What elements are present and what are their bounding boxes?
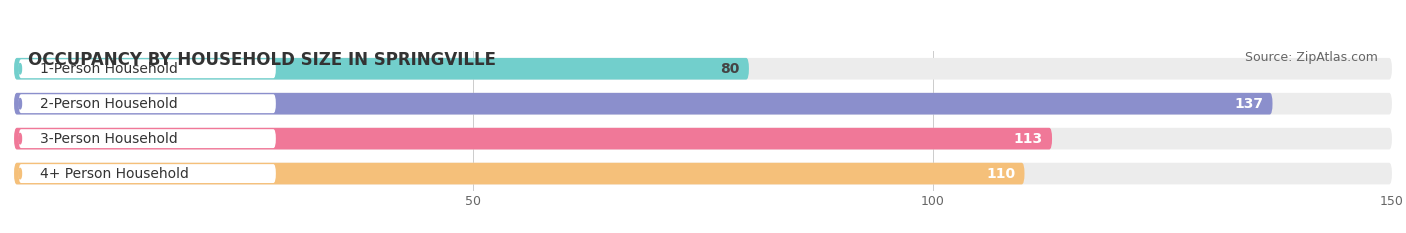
Text: OCCUPANCY BY HOUSEHOLD SIZE IN SPRINGVILLE: OCCUPANCY BY HOUSEHOLD SIZE IN SPRINGVIL… xyxy=(28,51,496,69)
FancyBboxPatch shape xyxy=(18,164,276,183)
Text: 2-Person Household: 2-Person Household xyxy=(41,97,179,111)
FancyBboxPatch shape xyxy=(14,163,1025,185)
Circle shape xyxy=(18,134,21,144)
Circle shape xyxy=(18,64,21,74)
FancyBboxPatch shape xyxy=(14,58,1392,80)
FancyBboxPatch shape xyxy=(14,128,1052,150)
FancyBboxPatch shape xyxy=(14,93,1272,115)
Text: 80: 80 xyxy=(720,62,740,76)
Text: 137: 137 xyxy=(1234,97,1264,111)
FancyBboxPatch shape xyxy=(18,129,276,148)
Text: 113: 113 xyxy=(1014,132,1043,146)
Text: 3-Person Household: 3-Person Household xyxy=(41,132,179,146)
FancyBboxPatch shape xyxy=(14,163,1392,185)
Text: 110: 110 xyxy=(986,167,1015,181)
FancyBboxPatch shape xyxy=(18,59,276,78)
FancyBboxPatch shape xyxy=(14,93,1392,115)
Circle shape xyxy=(18,168,21,179)
Text: 4+ Person Household: 4+ Person Household xyxy=(41,167,190,181)
FancyBboxPatch shape xyxy=(14,58,749,80)
Text: Source: ZipAtlas.com: Source: ZipAtlas.com xyxy=(1246,51,1378,64)
Circle shape xyxy=(18,99,21,109)
Text: 1-Person Household: 1-Person Household xyxy=(41,62,179,76)
FancyBboxPatch shape xyxy=(18,94,276,113)
FancyBboxPatch shape xyxy=(14,128,1392,150)
